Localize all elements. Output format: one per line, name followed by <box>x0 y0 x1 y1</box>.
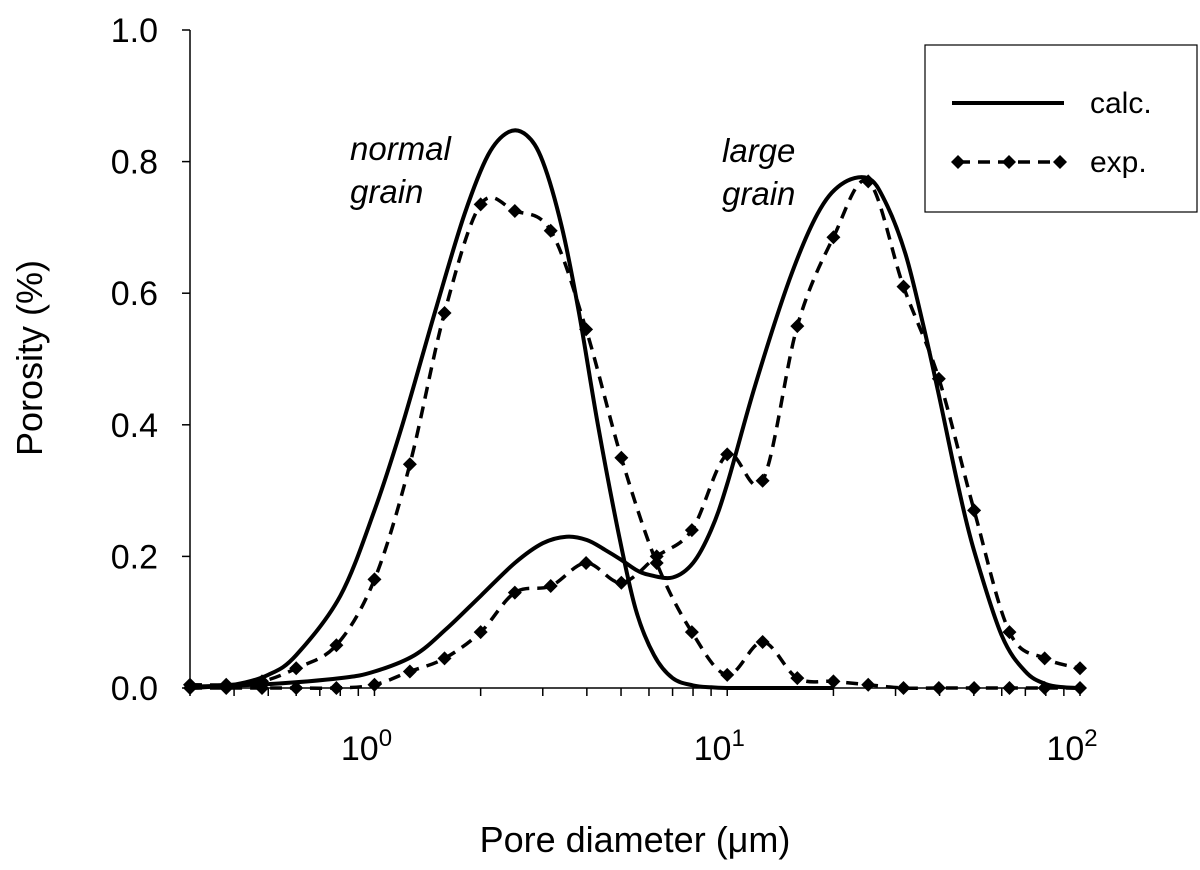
annotation-normal-grain: grain <box>350 173 423 210</box>
series-1 <box>189 175 1081 690</box>
exp-data-point <box>896 681 911 695</box>
exp-curve <box>189 178 1081 690</box>
y-tick-label: 0.0 <box>111 670 158 708</box>
exp-data-point <box>1073 661 1087 676</box>
exp-data-point <box>896 279 911 294</box>
x-tick-label: 102 <box>1046 725 1097 768</box>
exp-data-point <box>289 681 304 695</box>
exp-data-point <box>473 197 488 212</box>
y-tick-label: 1.0 <box>111 12 158 50</box>
exp-data-point <box>402 664 417 679</box>
exp-data-point <box>507 203 522 218</box>
exp-data-point <box>367 572 382 587</box>
exp-data-point <box>755 634 770 649</box>
exp-data-point <box>367 677 382 692</box>
annotations: Pore diameter (μm) Porosity (%) normal grai… <box>9 130 795 860</box>
exp-data-point <box>720 667 735 682</box>
exp-data-point <box>720 447 735 462</box>
exp-data-point <box>329 638 344 653</box>
exp-data-point <box>931 371 946 386</box>
series-0 <box>189 128 834 691</box>
exp-data-point <box>1037 681 1052 695</box>
exp-data-point <box>255 681 270 695</box>
exp-data-point <box>967 681 982 695</box>
y-tick-label: 0.4 <box>111 407 158 445</box>
x-tick-label: 101 <box>694 725 745 768</box>
exp-data-point <box>1002 681 1017 695</box>
annotation-large-grain: grain <box>722 175 795 212</box>
legend-exp-label: exp. <box>1090 146 1147 179</box>
exp-data-point <box>649 549 664 564</box>
legend-exp-marker <box>951 155 965 169</box>
exp-data-point <box>437 305 452 320</box>
y-tick-label: 0.8 <box>111 144 158 182</box>
exp-data-point <box>219 681 234 695</box>
legend-exp-marker <box>1053 155 1067 169</box>
exp-data-point <box>967 503 982 518</box>
legend: calc. exp. <box>924 44 1198 213</box>
annotation-large-grain: large <box>722 132 795 169</box>
exp-data-point <box>579 555 594 570</box>
exp-data-point <box>614 575 629 590</box>
exp-data-point <box>402 457 417 472</box>
exp-data-point <box>861 174 876 189</box>
x-tick-label: 100 <box>341 725 392 768</box>
exp-curve <box>189 195 1080 690</box>
exp-data-point <box>861 677 876 692</box>
exp-data-point <box>579 322 594 337</box>
x-tick-base: 10 <box>341 730 379 768</box>
exp-data-point <box>614 450 629 465</box>
legend-calc-label: calc. <box>1090 87 1152 120</box>
exp-data-point <box>790 671 805 686</box>
exp-data-point <box>1002 625 1017 640</box>
legend-box <box>924 44 1198 213</box>
exp-data-point <box>1073 681 1087 695</box>
y-axis-title: Porosity (%) <box>9 260 50 456</box>
exp-data-point <box>684 625 699 640</box>
x-tick-base: 10 <box>694 730 732 768</box>
calc-curve <box>189 175 1081 690</box>
exp-data-point <box>543 223 558 238</box>
series-layer <box>183 128 1087 695</box>
exp-data-point <box>684 523 699 538</box>
series-3 <box>183 174 1087 695</box>
exp-data-point <box>543 579 558 594</box>
exp-data-point <box>755 473 770 488</box>
x-axis-title: Pore diameter (μm) <box>480 819 791 860</box>
exp-data-point <box>473 625 488 640</box>
exp-data-point <box>329 681 344 695</box>
x-tick-base: 10 <box>1046 730 1084 768</box>
calc-curve <box>189 128 834 691</box>
exp-data-point <box>183 681 197 695</box>
exp-data-point <box>931 681 946 695</box>
exp-data-point <box>437 651 452 666</box>
exp-data-point <box>826 674 841 689</box>
exp-data-point <box>790 319 805 334</box>
exp-data-point <box>1037 651 1052 666</box>
y-tick-label: 0.2 <box>111 538 158 576</box>
x-tick-exponent: 1 <box>731 725 744 752</box>
x-tick-exponent: 0 <box>379 725 392 752</box>
x-tick-exponent: 2 <box>1084 725 1097 752</box>
exp-data-point <box>507 585 522 600</box>
exp-data-point <box>826 230 841 245</box>
exp-data-point <box>289 661 304 676</box>
y-tick-label: 0.6 <box>111 275 158 313</box>
annotation-normal-grain: normal <box>350 130 453 167</box>
legend-exp-marker <box>1002 155 1016 169</box>
